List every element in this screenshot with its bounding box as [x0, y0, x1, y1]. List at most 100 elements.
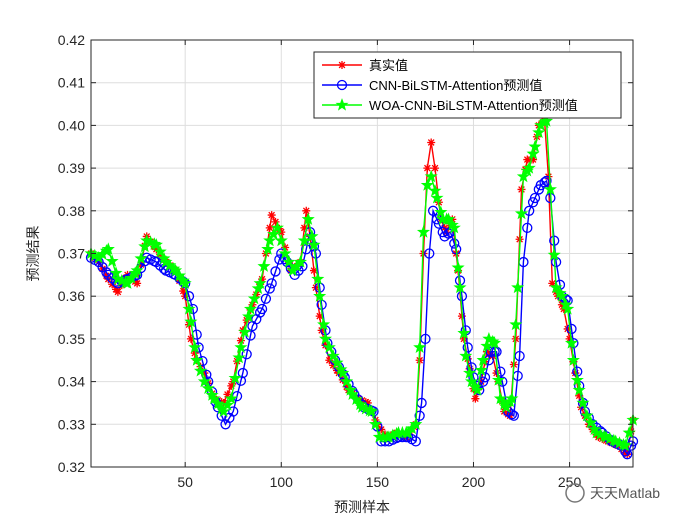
data-point [548, 279, 557, 288]
watermark-text: 天天Matlab [590, 485, 660, 501]
data-point [300, 223, 309, 232]
data-point [555, 289, 569, 302]
data-point [183, 291, 195, 302]
y-tick-label: 0.32 [58, 459, 85, 475]
data-point [278, 246, 292, 260]
data-point [451, 260, 465, 274]
data-point [134, 251, 148, 265]
data-point [528, 139, 542, 153]
y-tick-label: 0.36 [58, 288, 85, 304]
data-point [335, 98, 349, 111]
data-point [449, 238, 460, 249]
data-point [186, 334, 195, 343]
data-point [563, 324, 572, 333]
data-point [365, 404, 379, 417]
data-point [257, 259, 271, 272]
data-point [338, 61, 346, 69]
data-point [211, 396, 225, 410]
data-point [511, 334, 520, 343]
data-point [172, 268, 186, 282]
data-point [330, 355, 344, 369]
data-point [514, 350, 525, 362]
data-point [265, 223, 274, 232]
data-point [232, 350, 246, 364]
data-point [228, 371, 242, 384]
data-point [547, 248, 561, 261]
data-point [345, 387, 359, 401]
data-point [238, 325, 252, 338]
data-point [462, 342, 473, 353]
data-point [201, 381, 215, 395]
data-point [282, 255, 296, 268]
y-tick-label: 0.34 [58, 374, 85, 390]
data-point [428, 184, 442, 197]
data-point [197, 374, 211, 388]
data-point [443, 228, 454, 239]
data-point [580, 408, 594, 422]
data-point [524, 205, 535, 216]
data-point [182, 302, 196, 315]
data-point [491, 373, 506, 386]
legend: 真实值 CNN-BiLSTM-Attention预测值 WOA-CNN-BiLSTM… [313, 51, 622, 119]
x-tick-label: 50 [177, 474, 193, 490]
legend-box [313, 51, 622, 119]
data-point [237, 367, 248, 379]
data-point [322, 340, 336, 354]
data-point [193, 364, 208, 377]
data-point [539, 177, 550, 188]
data-point [124, 271, 138, 284]
y-tick-label: 0.37 [58, 246, 85, 262]
data-point [263, 233, 277, 247]
data-point [434, 198, 443, 207]
data-point [313, 289, 327, 302]
data-point [190, 353, 204, 366]
data-point [410, 436, 421, 447]
y-tick-label: 0.41 [58, 75, 85, 91]
data-point [325, 356, 334, 365]
data-point [120, 276, 135, 289]
data-point [506, 409, 518, 420]
data-point [152, 245, 161, 254]
data-point [470, 383, 484, 396]
data-point [431, 164, 440, 173]
data-point [424, 248, 435, 259]
data-point [427, 138, 436, 147]
watermark-logo-icon [565, 483, 585, 503]
data-point [424, 169, 438, 183]
x-tick-label: 150 [366, 474, 390, 490]
data-point [532, 125, 546, 139]
data-point [500, 407, 509, 416]
data-point [179, 287, 188, 296]
data-point [564, 336, 579, 349]
data-point [541, 175, 552, 187]
data-point [329, 361, 338, 370]
data-point [423, 164, 432, 173]
data-point [200, 369, 209, 378]
data-point [266, 278, 277, 289]
data-point [474, 363, 488, 376]
data-point [113, 287, 122, 296]
y-tick-label: 0.40 [58, 117, 85, 133]
data-point [420, 178, 434, 191]
data-point [227, 381, 236, 390]
data-point [441, 212, 456, 225]
data-point [149, 238, 163, 251]
data-point [529, 155, 538, 164]
data-point [261, 249, 270, 258]
data-point [566, 353, 580, 366]
data-point [566, 323, 577, 335]
data-point [105, 254, 119, 267]
data-point [297, 233, 311, 247]
data-point [169, 263, 183, 277]
series-layer [84, 114, 640, 460]
data-point [464, 374, 479, 388]
data-point [267, 211, 276, 220]
data-point [575, 391, 584, 400]
data-point [557, 300, 566, 309]
data-point [178, 276, 192, 289]
data-point [477, 377, 486, 386]
legend-item: 真实值 [322, 58, 408, 73]
data-point [307, 238, 321, 251]
series-2 [85, 175, 639, 460]
